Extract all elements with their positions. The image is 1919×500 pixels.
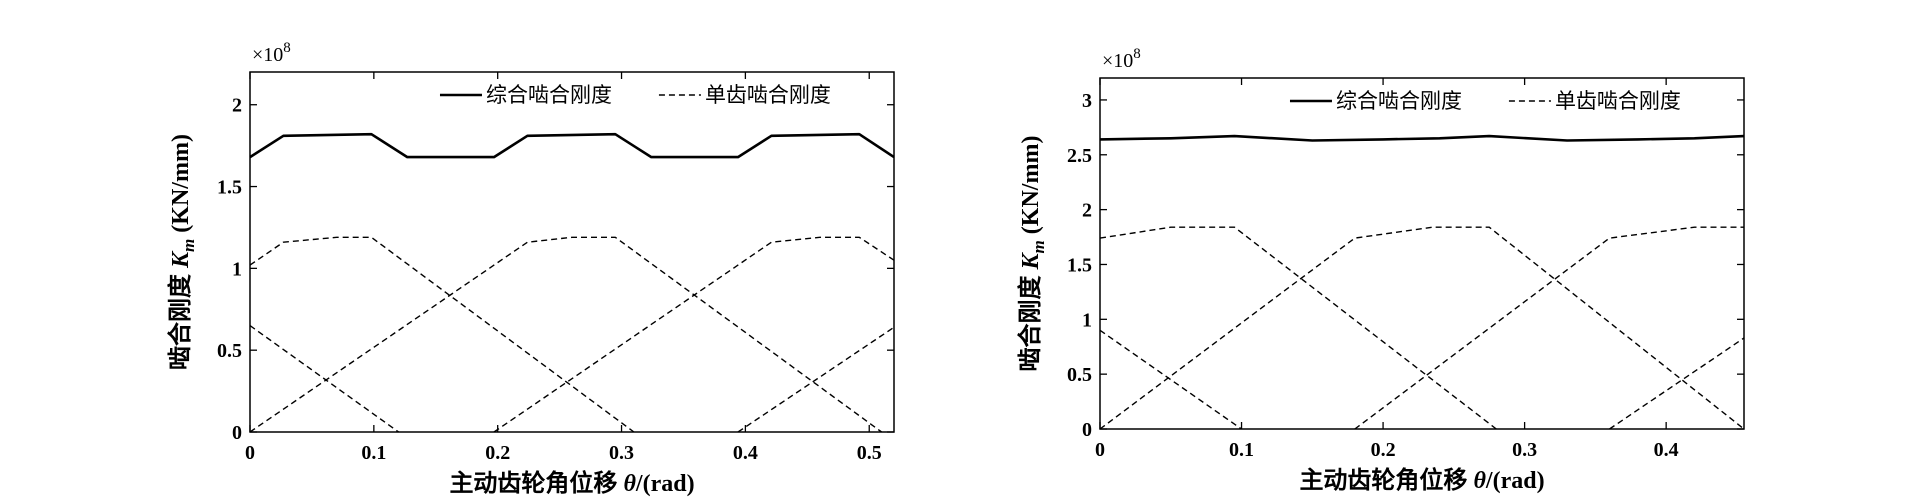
y-tick-label: 0.5 xyxy=(217,340,242,362)
y-tick-label: 2 xyxy=(1082,200,1092,222)
series-line-single-5 xyxy=(737,326,895,433)
series-line-single-4 xyxy=(1354,226,1744,430)
legend-label-single: 单齿啮合刚度 xyxy=(1555,89,1681,113)
x-tick-label: 0.2 xyxy=(1371,439,1396,461)
y-multiplier: ×108 xyxy=(1102,46,1141,72)
y-multiplier: ×108 xyxy=(252,40,291,66)
y-axis-label: 啮合刚度 Km (KN/mm) xyxy=(166,134,198,370)
legend-label-total: 综合啮合刚度 xyxy=(1336,89,1462,113)
x-tick-label: 0.4 xyxy=(1654,439,1679,461)
y-tick-label: 0 xyxy=(1082,419,1092,441)
x-tick-label: 0.3 xyxy=(1512,439,1537,461)
y-tick-label: 1.5 xyxy=(1067,254,1092,276)
y-axis-label: 啮合刚度 Km (KN/mm) xyxy=(1016,136,1048,372)
chart-right: 0 0.1 0.2 0.3 0.4 0 0.5 1 1.5 2 2.5 3 ×108 主动齿轮角位移 θ/… xyxy=(1016,46,1745,494)
x-axis-label: 主动齿轮角位移 θ/(rad) xyxy=(449,469,694,497)
series-line-single-5 xyxy=(1609,337,1745,430)
x-axis-label: 主动齿轮角位移 θ/(rad) xyxy=(1299,466,1544,494)
x-tick-label: 0.3 xyxy=(609,442,634,464)
chart-left: 0 0.1 0.2 0.3 0.4 0.5 0 0.5 1 1.5 2 ×108 主动齿轮角位移 θ/(… xyxy=(166,40,895,497)
series-line-total-0 xyxy=(1099,134,1745,142)
x-tick-label: 0.2 xyxy=(485,442,510,464)
series-line-single-3 xyxy=(1099,226,1745,430)
series-line-single-2 xyxy=(249,236,635,433)
series-line-single-1 xyxy=(249,325,400,433)
series-line-total-0 xyxy=(249,132,895,159)
x-tick-label: 0 xyxy=(1095,439,1105,461)
axes-box xyxy=(249,71,895,433)
series-line-single-2 xyxy=(1099,226,1497,430)
legend-label-single: 单齿啮合刚度 xyxy=(705,83,831,107)
legend-label-total: 综合啮合刚度 xyxy=(486,83,612,107)
axes-box xyxy=(1099,77,1745,430)
x-tick-label: 0.4 xyxy=(733,442,758,464)
y-tick-label: 3 xyxy=(1082,90,1092,112)
y-tick-label: 2 xyxy=(232,95,242,117)
x-tick-label: 0 xyxy=(245,442,255,464)
x-tick-label: 0.5 xyxy=(857,442,882,464)
y-tick-label: 1 xyxy=(1082,309,1092,331)
y-tick-label: 2.5 xyxy=(1067,145,1092,167)
series-line-single-4 xyxy=(493,236,895,433)
y-tick-label: 0.5 xyxy=(1067,364,1092,386)
x-tick-label: 0.1 xyxy=(361,442,386,464)
y-tick-label: 1 xyxy=(232,258,242,280)
series-line-single-3 xyxy=(249,236,883,433)
y-tick-label: 0 xyxy=(232,422,242,444)
x-tick-label: 0.1 xyxy=(1229,439,1254,461)
y-tick-label: 1.5 xyxy=(217,177,242,199)
series-line-single-1 xyxy=(1099,329,1242,430)
